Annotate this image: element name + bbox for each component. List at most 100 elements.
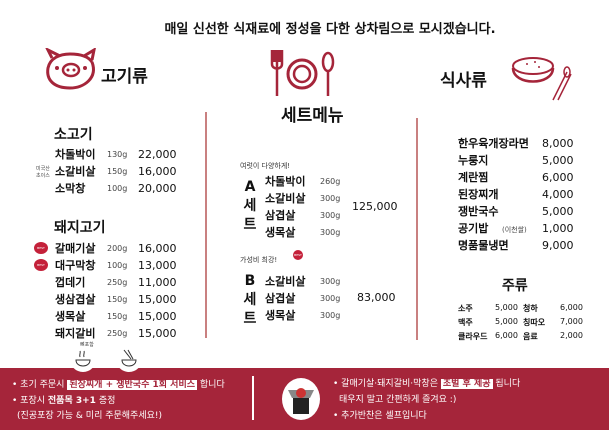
drink-name: 칭따오	[523, 318, 546, 327]
set-letter: 트	[243, 311, 257, 327]
menu-item-name: 대구막창	[55, 259, 96, 272]
drink-name: 클라우드	[458, 332, 488, 341]
menu-item-name: 생목살	[55, 310, 86, 323]
set-a-tagline: 여럿이 다양하게!	[240, 162, 291, 170]
menu-item-name: 생삼겹살	[55, 293, 96, 306]
meal-item-name: 누룽지	[458, 154, 489, 167]
stew-bowl-icon	[70, 346, 96, 372]
menu-item-price: 13,000	[138, 259, 177, 272]
meal-item-price: 6,000	[542, 171, 574, 184]
drink-price: 6,000	[495, 331, 518, 340]
meal-item-name: 한우육개장라면	[458, 137, 529, 150]
footer-right-line-3: • 추가반찬은 셀프입니다	[333, 411, 427, 421]
menu-item-weight: 250g	[107, 329, 128, 338]
bone-note: 뼈포함	[80, 342, 94, 348]
menu-item-weight: 250g	[107, 278, 128, 287]
pig-icon	[45, 48, 96, 90]
drink-price: 5,000	[495, 317, 518, 326]
grill-icon	[282, 378, 320, 420]
set-letter: 트	[243, 217, 257, 233]
text: 증정	[98, 396, 116, 406]
meal-section-title: 식사류	[440, 71, 487, 91]
menu-item-price: 15,000	[138, 293, 177, 306]
highlight: 된장찌개 + 쟁반국수 1회 서비스	[67, 380, 198, 390]
cutlery-icon	[270, 50, 335, 96]
footer-right-line-2: 태우지 말고 간편하게 즐겨요 :)	[339, 395, 457, 405]
footer-line-1: • 초기 주문시 된장찌개 + 쟁반국수 1회 서비스 합니다	[12, 377, 225, 390]
best-badge: BEST	[293, 250, 303, 260]
meat-section-title: 고기류	[101, 67, 148, 87]
set-item-name: 생목살	[265, 309, 296, 322]
menu-item-name: 갈매기살	[55, 242, 96, 255]
set-item-name: 삼겹살	[265, 292, 296, 305]
menu-item-weight: 150g	[107, 312, 128, 321]
menu-item-weight: 130g	[107, 150, 128, 159]
meal-item-note: (이천쌀)	[502, 226, 527, 234]
menu-item-price: 11,000	[138, 276, 177, 289]
meal-item-name: 된장찌개	[458, 188, 499, 201]
set-item-weight: 300g	[320, 228, 341, 237]
set-letter: 세	[243, 292, 257, 308]
set-item-weight: 260g	[320, 177, 341, 186]
drink-name: 맥주	[458, 318, 473, 327]
divider-right	[416, 118, 418, 340]
set-item-name: 소갈비살	[265, 192, 306, 205]
menu-item-name: 소갈비살	[55, 165, 96, 178]
menu-item-name: 돼지갈비	[55, 327, 96, 340]
set-item-weight: 300g	[320, 311, 341, 320]
highlight: 전품목 3+1	[47, 396, 96, 406]
drink-price: 7,000	[560, 317, 583, 326]
set-item-weight: 300g	[320, 194, 341, 203]
meal-item-price: 9,000	[542, 239, 574, 252]
divider-left	[205, 112, 207, 338]
meal-item-name: 쟁반국수	[458, 205, 499, 218]
tagline: 매일 신선한 식재료에 정성을 다한 상차림으로 모시겠습니다.	[164, 22, 496, 37]
menu-item-price: 16,000	[138, 165, 177, 178]
set-item-weight: 300g	[320, 277, 341, 286]
set-item-name: 생목살	[265, 226, 296, 239]
drink-price: 5,000	[495, 303, 518, 312]
text: 합니다	[199, 380, 225, 390]
set-item-name: 삼겹살	[265, 209, 296, 222]
menu-item-weight: 150g	[107, 295, 128, 304]
best-badge: BEST	[34, 259, 48, 271]
set-letter: B	[244, 273, 256, 289]
drink-name: 음료	[523, 332, 538, 341]
text: • 포장시	[12, 396, 46, 406]
set-item-name: 소갈비살	[265, 275, 306, 288]
text: • 초기 주문시	[12, 380, 65, 390]
footer-divider	[252, 376, 254, 420]
menu-item-weight: 100g	[107, 261, 128, 270]
set-b-price: 83,000	[357, 291, 396, 304]
menu-item-weight: 100g	[107, 184, 128, 193]
set-item-name: 차돌박이	[265, 175, 306, 188]
menu-item-price: 20,000	[138, 182, 177, 195]
meal-item-price: 8,000	[542, 137, 574, 150]
set-section-title: 세트메뉴	[281, 106, 344, 126]
beef-title: 소고기	[54, 127, 93, 143]
menu-item-price: 22,000	[138, 148, 177, 161]
menu-item-name: 껍데기	[55, 276, 86, 289]
menu-item-weight: 150g	[107, 167, 128, 176]
meal-item-name: 계란찜	[458, 171, 489, 184]
text: 됩니다	[495, 379, 521, 389]
footer-right-line-1: • 갈매기살·돼지갈비·막창은 초벌 후 제공 됩니다	[333, 376, 520, 389]
footer-line-3: (진공포장 가능 & 미리 주문해주세요!)	[17, 411, 163, 421]
origin-note: 미국산 초이스	[36, 166, 50, 179]
highlight: 초벌 후 제공	[440, 379, 493, 389]
set-b-tagline: 가성비 최강!	[240, 256, 278, 264]
text: • 갈매기살·돼지갈비·막창은	[333, 379, 438, 389]
meal-item-name: 공기밥	[458, 222, 489, 235]
footer-line-2: • 포장시 전품목 3+1 증정	[12, 393, 115, 406]
rice-bowl-icon	[511, 57, 572, 101]
set-item-weight: 300g	[320, 211, 341, 220]
set-item-weight: 300g	[320, 294, 341, 303]
menu-item-name: 차돌박이	[55, 148, 96, 161]
drink-name: 청하	[523, 304, 538, 313]
meal-item-price: 5,000	[542, 154, 574, 167]
meal-item-price: 1,000	[542, 222, 574, 235]
drinks-title: 주류	[502, 278, 528, 294]
menu-item-name: 소막창	[55, 182, 86, 195]
